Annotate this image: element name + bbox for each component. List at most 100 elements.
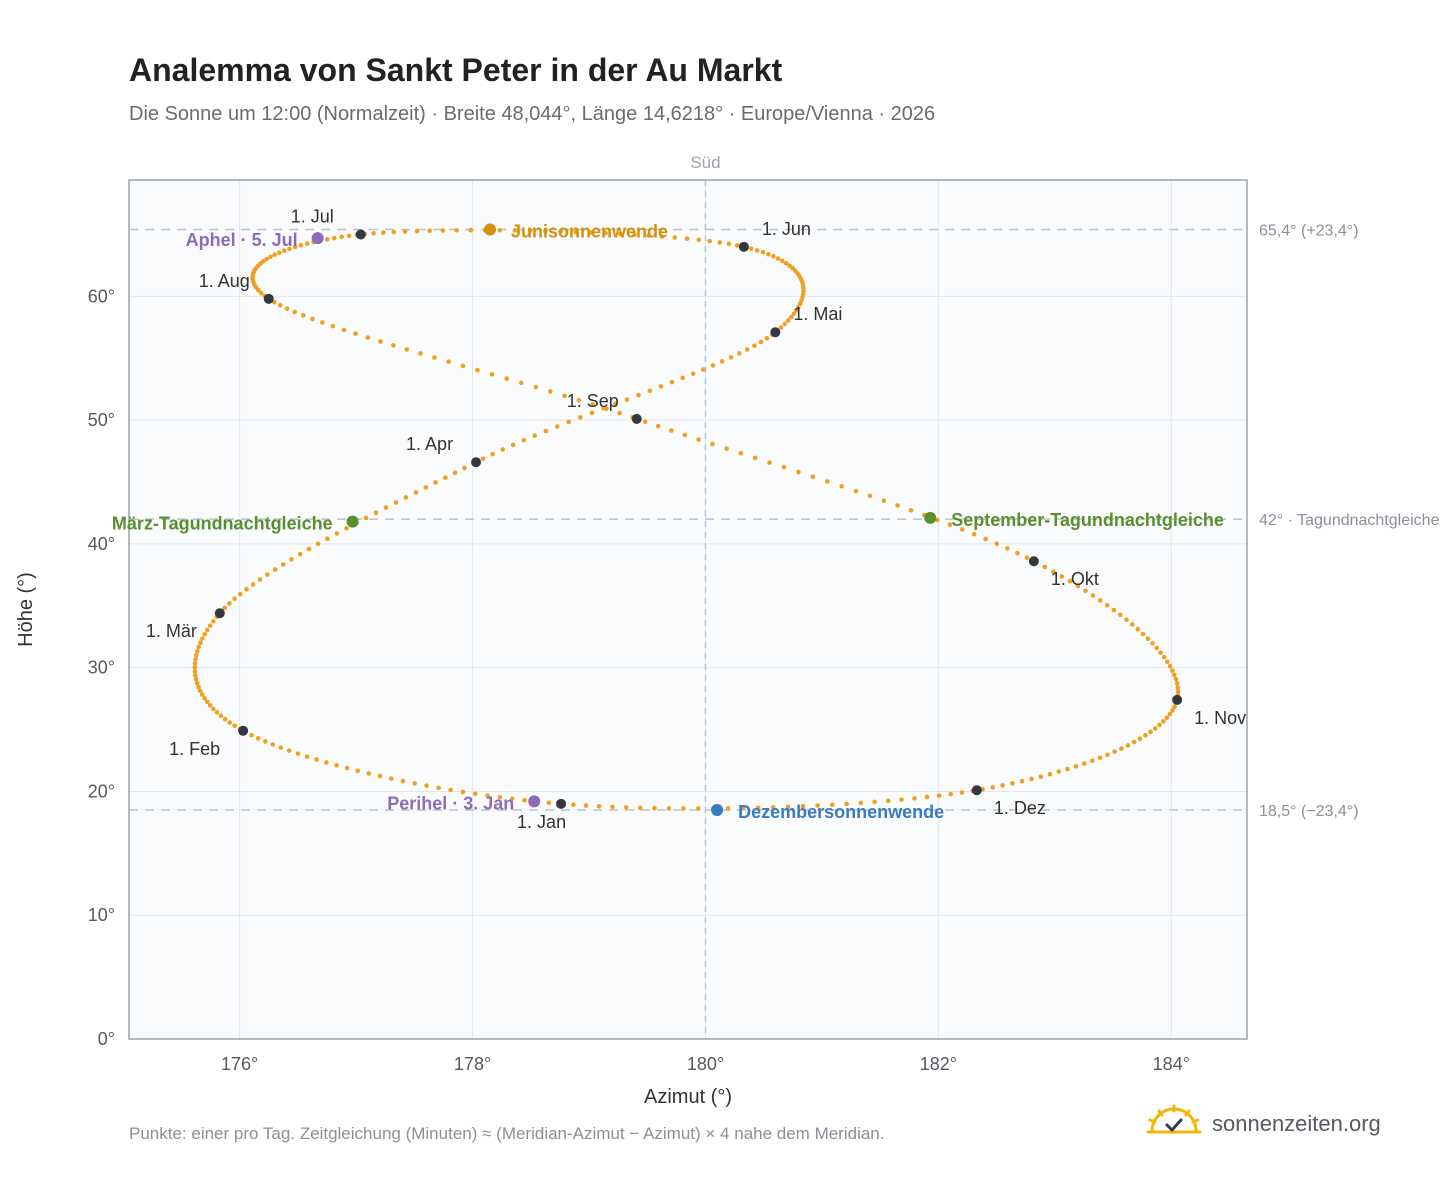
y-tick-label: 30° [88,658,115,678]
analemma-day-point [1175,685,1181,690]
analemma-day-point [1104,602,1110,608]
analemma-day-point [1065,766,1070,772]
analemma-day-point [1154,645,1160,651]
analemma-day-point [623,805,629,810]
sun-logo-icon [1146,1104,1202,1134]
analemma-day-point [700,367,706,372]
analemma-day-point [752,343,757,348]
analemma-day-point [725,806,731,811]
analemma-day-point [737,351,742,356]
analemma-day-point [344,765,350,771]
analemma-day-point [655,423,661,429]
analemma-day-point [315,541,321,547]
analemma-day-point [867,493,873,499]
analemma-day-point [432,355,437,360]
analemma-day-point [548,389,553,394]
event-label: Junisonnenwende [511,222,668,242]
analemma-day-point [800,803,806,809]
analemma-day-point [460,363,466,369]
analemma-day-point [1135,626,1141,632]
analemma-day-point [983,536,988,542]
analemma-day-point [218,713,224,719]
analemma-day-point [872,799,877,805]
analemma-day-point [1164,659,1170,665]
analemma-day-point [617,410,622,416]
analemma-day-point [446,359,451,365]
analemma-day-point [527,228,533,233]
analemma-day-point [771,254,776,259]
analemma-day-point [1067,578,1073,584]
analemma-day-point [277,303,283,308]
analemma-day-point [543,428,549,434]
month-label: 1. Mär [146,621,197,641]
analemma-day-point [504,376,509,381]
analemma-day-point [521,437,527,443]
analemma-day-point [1143,733,1148,738]
y-tick-label: 10° [88,905,115,925]
analemma-day-point [738,450,744,456]
analemma-day-point [292,244,298,250]
analemma-day-point [1150,641,1155,646]
analemma-day-point [1090,593,1096,598]
analemma-day-point [1073,764,1079,769]
analemma-day-point [284,306,290,311]
analemma-day-point [646,233,651,238]
analemma-day-point [197,688,203,694]
footnote: Punkte: einer pro Tag. Zeitgleichung (Mi… [129,1124,885,1143]
analemma-day-point [1140,631,1146,637]
analemma-day-point [885,798,891,804]
analemma-day-point [280,562,286,567]
analemma-day-point [380,230,386,235]
month-label: 1. Feb [169,739,220,759]
analemma-day-point [1161,654,1167,660]
analemma-day-point [779,258,785,264]
analemma-day-point [1170,668,1175,673]
analemma-day-point [332,235,337,241]
analemma-day-point [785,318,791,323]
analemma-day-point [510,442,516,448]
analemma-day-point [371,230,376,236]
analemma-day-point [400,778,406,784]
plot-frame [128,179,1248,1040]
analemma-day-point [238,591,243,597]
analemma-day-point [194,680,200,686]
analemma-day-point [195,648,200,654]
analemma-day-point [480,456,486,462]
month-marker [471,457,482,468]
analemma-day-point [402,229,408,234]
event-marker [711,804,724,817]
y-axis-title: Höhe (°) [15,572,37,647]
brand-link[interactable]: sonnenzeiten.org [1146,1104,1381,1144]
analemma-day-point [339,234,344,240]
y-tick-label: 50° [88,410,115,430]
analemma-day-point [300,313,306,318]
analemma-day-point [767,460,772,465]
analemma-day-point [696,806,701,811]
analemma-day-point [255,736,261,741]
reference-line-label: 18,5° (−23,4°) [1259,803,1359,820]
analemma-day-point [734,243,740,248]
analemma-day-point [297,551,303,557]
analemma-day-point [1148,729,1153,735]
analemma-day-point [489,372,495,377]
analemma-day-point [994,541,1000,547]
reference-line-label: 65,4° (+23,4°) [1259,223,1359,240]
analemma-day-point [427,228,433,234]
event-marker [311,232,324,245]
analemma-day-point [1161,719,1166,724]
analemma-day-point [320,320,325,325]
analemma-day-point [1000,783,1005,788]
analemma-day-point [403,495,409,500]
analemma-day-point [452,470,458,476]
analemma-day-point [717,240,723,245]
analemma-day-point [250,582,256,587]
analemma-day-point [500,447,506,452]
analemma-day-point [366,771,372,776]
analemma-day-point [669,379,675,385]
analemma-day-point [748,246,754,251]
analemma-day-point [330,323,336,329]
analemma-day-point [295,751,301,756]
analemma-day-point [378,339,383,344]
analemma-day-point [1029,776,1034,782]
analemma-day-point [270,742,276,747]
